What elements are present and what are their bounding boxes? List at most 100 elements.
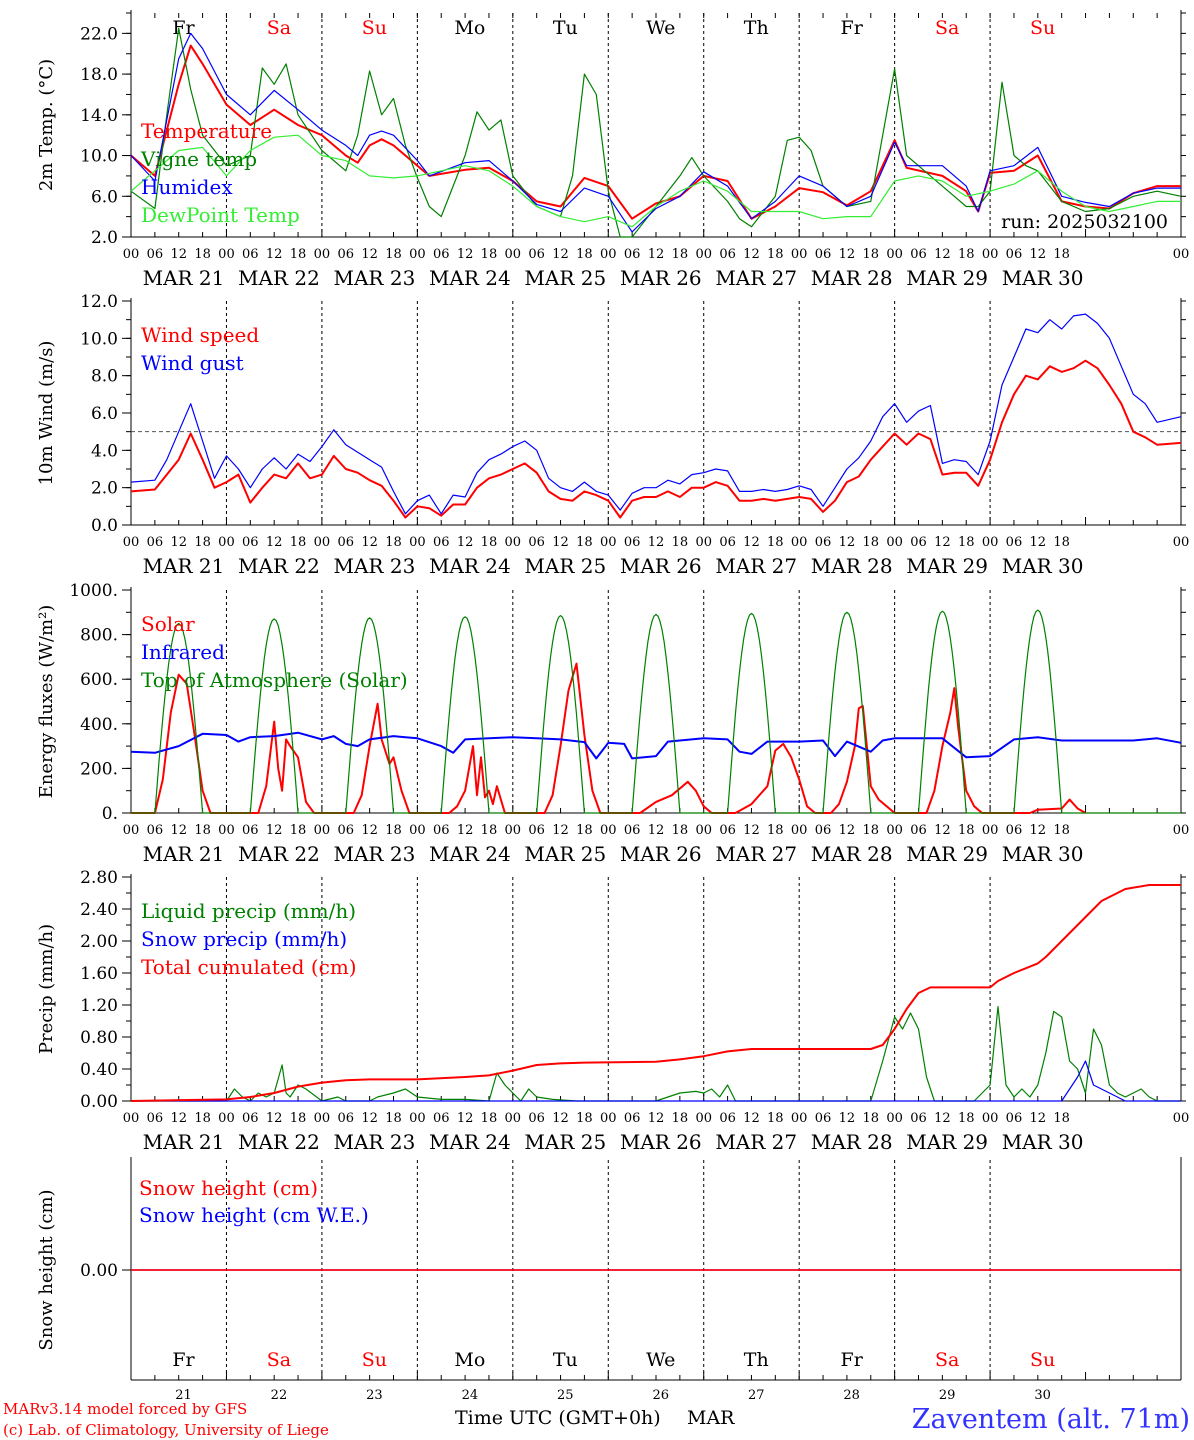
day-name: Su — [1030, 17, 1055, 39]
date-label: MAR 21 — [143, 1130, 225, 1154]
y-tick-label: 0.00 — [80, 1092, 118, 1112]
hour-tick-label: 00 — [1173, 823, 1190, 838]
hour-tick-label: 00 — [886, 1111, 903, 1126]
hour-tick-label: 18 — [576, 1111, 593, 1126]
hour-tick-label: 06 — [719, 535, 736, 550]
date-label: MAR 27 — [715, 266, 797, 290]
date-label: MAR 23 — [334, 554, 416, 578]
hour-tick-label: 12 — [361, 1111, 378, 1126]
hour-tick-label: 12 — [743, 823, 760, 838]
day-number: 26 — [652, 1388, 669, 1403]
legend-top-of-atmosphere-solar: Top of Atmosphere (Solar) — [141, 668, 408, 692]
date-label: MAR 25 — [524, 554, 606, 578]
hour-tick-label: 00 — [409, 247, 426, 262]
hour-tick-label: 06 — [242, 823, 259, 838]
hour-tick-label: 12 — [552, 1111, 569, 1126]
hour-tick-label: 12 — [648, 823, 665, 838]
hour-tick-label: 18 — [290, 535, 307, 550]
legend-snow-height-cm: Snow height (cm) — [139, 1176, 318, 1200]
date-label: MAR 21 — [143, 554, 225, 578]
hour-tick-label: 12 — [648, 247, 665, 262]
hour-tick-label: 00 — [695, 1111, 712, 1126]
day-name: Su — [362, 17, 387, 39]
hour-tick-label: 18 — [1053, 1111, 1070, 1126]
hour-tick-label: 18 — [481, 247, 498, 262]
hour-tick-label: 06 — [242, 1111, 259, 1126]
date-label: MAR 28 — [811, 842, 893, 866]
hour-tick-label: 12 — [266, 1111, 283, 1126]
hour-tick-label: 06 — [719, 823, 736, 838]
y-tick-label: 1.60 — [80, 964, 118, 984]
y-tick-label: 22.0 — [80, 24, 118, 44]
hour-tick-label: 06 — [528, 823, 545, 838]
y-tick-label: 6.0 — [91, 187, 118, 207]
hour-tick-label: 12 — [648, 535, 665, 550]
hour-tick-label: 18 — [385, 1111, 402, 1126]
series-line-wind-gust — [130, 313, 1182, 515]
hour-tick-label: 18 — [958, 1111, 975, 1126]
y-tick-label: 0.80 — [80, 1028, 118, 1048]
y-tick-label: 1000. — [69, 581, 118, 601]
y-tick-label: 800. — [80, 626, 118, 646]
day-number: 24 — [462, 1388, 479, 1403]
hour-tick-label: 00 — [218, 1111, 235, 1126]
y-tick-label: 10.0 — [80, 329, 118, 349]
day-number: 28 — [843, 1388, 860, 1403]
panel-1: 2.0 6.0 10.0 14.0 18.0 22.0 2m Temp. (°C) 00 06 1… — [36, 10, 1189, 290]
legend-dewpoint-temp: DewPoint Temp — [141, 203, 300, 227]
hour-tick-label: 00 — [791, 1111, 808, 1126]
date-label: MAR 22 — [238, 554, 320, 578]
hour-tick-label: 18 — [385, 247, 402, 262]
y-tick-label: 1.20 — [80, 996, 118, 1016]
hour-tick-label: 00 — [982, 823, 999, 838]
hour-tick-label: 12 — [361, 823, 378, 838]
date-label: MAR 21 — [143, 842, 225, 866]
day-name: Su — [1030, 1349, 1055, 1371]
y-tick-label: 2.0 — [91, 228, 118, 248]
hour-tick-label: 06 — [1006, 247, 1023, 262]
hour-tick-label: 00 — [886, 823, 903, 838]
hour-tick-label: 18 — [672, 1111, 689, 1126]
hour-tick-label: 18 — [862, 247, 879, 262]
day-name: Sa — [935, 17, 959, 39]
y-tick-label: 2.0 — [91, 479, 118, 499]
y-tick-label: 400. — [80, 715, 118, 735]
station-name: Zaventem (alt. 71m) — [912, 1404, 1190, 1435]
hour-tick-label: 00 — [409, 1111, 426, 1126]
hour-tick-label: 00 — [409, 823, 426, 838]
hour-tick-label: 18 — [1053, 247, 1070, 262]
hour-tick-label: 00 — [1173, 535, 1190, 550]
hour-tick-label: 18 — [481, 823, 498, 838]
time-axis-label: Time UTC (GMT+0h) — [455, 1407, 661, 1429]
legend-humidex: Humidex — [141, 175, 233, 199]
y-axis-label: Snow height (cm) — [36, 1189, 57, 1350]
hour-tick-label: 06 — [1006, 1111, 1023, 1126]
hour-tick-label: 12 — [457, 823, 474, 838]
hour-tick-label: 06 — [433, 823, 450, 838]
hour-tick-label: 18 — [385, 535, 402, 550]
legend-liquid-precip-mm-h: Liquid precip (mm/h) — [141, 899, 356, 923]
hour-tick-label: 18 — [767, 535, 784, 550]
hour-tick-label: 12 — [170, 1111, 187, 1126]
model-credit: MARv3.14 model forced by GFS — [3, 1400, 247, 1418]
hour-tick-label: 06 — [815, 535, 832, 550]
hour-tick-label: 12 — [743, 1111, 760, 1126]
hour-tick-label: 00 — [982, 1111, 999, 1126]
hour-tick-label: 12 — [1030, 535, 1047, 550]
hour-tick-label: 18 — [576, 823, 593, 838]
hour-tick-label: 00 — [982, 535, 999, 550]
hour-tick-label: 06 — [242, 535, 259, 550]
panel-2: 0.0 2.0 4.0 6.0 8.0 10.0 12.0 10m Wind (m/s) 00 0… — [36, 292, 1189, 578]
hour-tick-label: 06 — [337, 247, 354, 262]
date-label: MAR 24 — [429, 266, 511, 290]
hour-tick-label: 06 — [433, 535, 450, 550]
hour-tick-label: 00 — [218, 535, 235, 550]
hour-tick-label: 12 — [266, 823, 283, 838]
hour-tick-label: 06 — [1006, 535, 1023, 550]
hour-tick-label: 06 — [719, 247, 736, 262]
hour-tick-label: 18 — [290, 823, 307, 838]
day-name: Tu — [553, 17, 578, 39]
hour-tick-label: 12 — [934, 247, 951, 262]
date-label: MAR 25 — [524, 266, 606, 290]
hour-tick-label: 00 — [695, 823, 712, 838]
